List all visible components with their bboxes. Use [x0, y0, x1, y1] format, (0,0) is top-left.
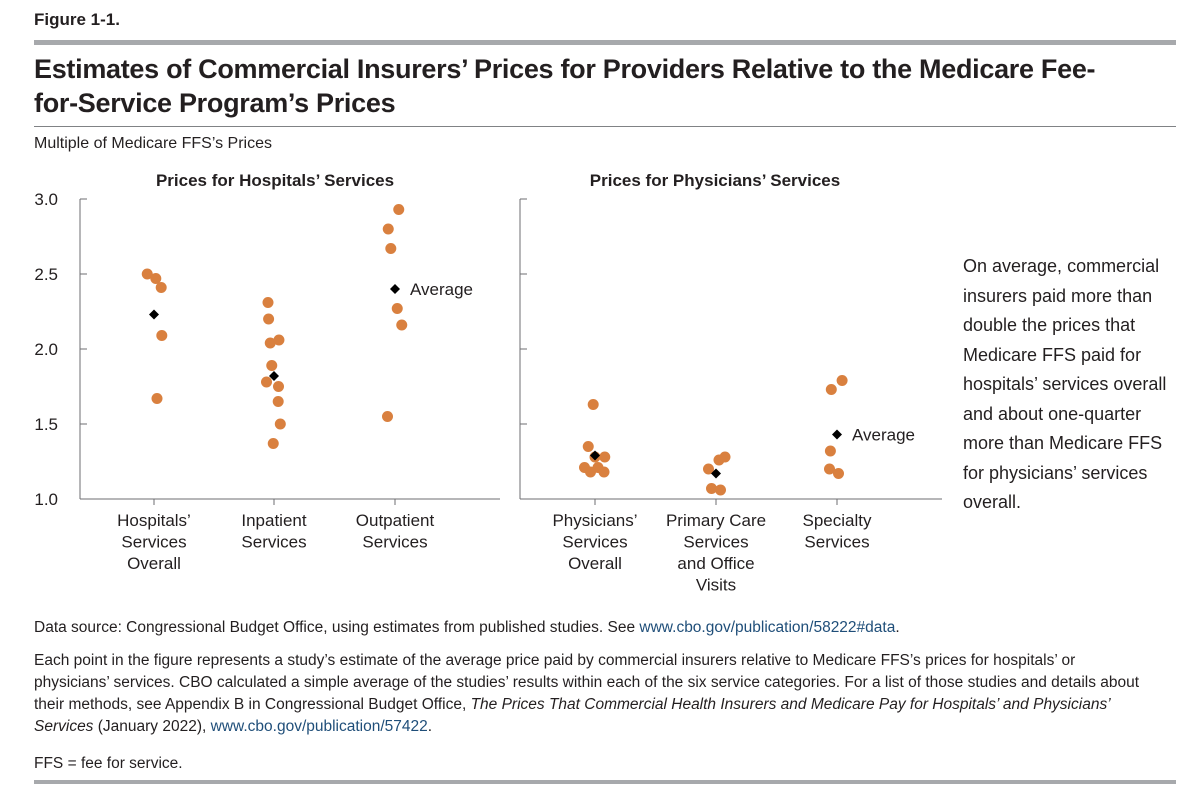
study-point	[273, 334, 285, 346]
study-point	[267, 438, 279, 449]
x-tick-label: Services	[804, 533, 869, 552]
study-point	[273, 381, 284, 392]
study-point	[703, 463, 714, 475]
study-point	[263, 313, 275, 325]
study-point	[706, 483, 717, 494]
data-source-suffix: .	[895, 619, 900, 636]
method-note-link[interactable]: www.cbo.gov/publication/57422	[210, 718, 428, 735]
average-marker	[590, 450, 600, 461]
method-note-report-title: The Prices That Commercial Health Insure…	[34, 696, 1110, 735]
study-point	[156, 330, 168, 341]
study-point	[382, 411, 393, 422]
study-point	[587, 399, 599, 410]
study-point	[833, 468, 844, 479]
study-point	[266, 360, 278, 371]
x-tick-label: Overall	[568, 554, 622, 573]
x-tick-label: Visits	[696, 576, 736, 595]
average-label: Average	[410, 280, 473, 299]
study-point	[719, 451, 731, 463]
study-point	[385, 243, 397, 254]
x-tick-label: Services	[241, 533, 306, 552]
bottom-rule	[34, 780, 1176, 784]
average-label: Average	[852, 426, 915, 445]
x-tick-label: Inpatient	[241, 511, 306, 530]
chart-canvas: 1.0 1.5 2.0 2.5 3.0 Prices for Hospitals’ Ser…	[34, 171, 942, 595]
study-point	[396, 319, 408, 331]
x-tick-label: Overall	[127, 554, 181, 573]
average-marker	[149, 309, 159, 320]
x-tick-label: Outpatient	[356, 511, 435, 530]
y-axis-label: Multiple of Medicare FFS’s Prices	[34, 135, 272, 152]
study-point	[585, 466, 596, 478]
data-source-note: Data source: Congressional Budget Office…	[34, 617, 1154, 639]
top-rule	[34, 40, 1176, 45]
x-tick-label: Services	[562, 533, 627, 552]
x-tick-label: Primary Care	[666, 511, 766, 530]
study-point	[274, 418, 286, 430]
average-marker	[269, 371, 279, 381]
study-point	[824, 463, 835, 475]
study-point	[155, 282, 167, 293]
ffs-definition: FFS = fee for service.	[34, 755, 183, 772]
study-point	[824, 445, 836, 457]
method-note-text-1: Each point in the figure represents a st…	[34, 652, 1140, 713]
y-tick-label: 1.5	[34, 415, 58, 434]
x-tick-label: Services	[683, 533, 748, 552]
title-rule	[34, 126, 1176, 127]
x-tick-label: Physicians’	[552, 511, 637, 530]
panel-title: Prices for Hospitals’ Services	[156, 171, 394, 190]
y-tick-label: 2.0	[34, 340, 58, 359]
average-marker	[711, 468, 721, 479]
x-tick-label: and Office	[677, 554, 754, 573]
study-point	[141, 268, 153, 280]
study-point	[150, 273, 162, 284]
x-tick-label: Services	[362, 533, 427, 552]
study-point	[264, 337, 276, 349]
chart-title: Estimates of Commercial Insurers’ Prices…	[34, 54, 1096, 118]
study-point	[261, 376, 272, 388]
method-note-text-3: .	[427, 718, 433, 735]
average-marker	[832, 429, 842, 440]
study-point	[715, 484, 726, 496]
average-marker	[390, 284, 400, 294]
data-source-text: Data source: Congressional Budget Office…	[34, 619, 640, 636]
study-point	[393, 204, 405, 215]
data-source-link[interactable]: www.cbo.gov/publication/58222#data	[639, 619, 896, 636]
y-tick-label: 1.0	[34, 490, 58, 509]
study-point	[582, 441, 594, 452]
chart-annotation: On average, commercial insurers paid mor…	[963, 256, 1167, 512]
study-point	[391, 303, 403, 314]
x-tick-label: Services	[121, 533, 186, 552]
study-point	[151, 393, 163, 404]
y-tick-label: 3.0	[34, 190, 58, 209]
study-point	[836, 375, 848, 386]
study-point	[382, 223, 394, 235]
figure-label: Figure 1-1.	[34, 10, 120, 29]
x-tick-label: Specialty	[803, 511, 872, 530]
study-point	[825, 384, 837, 395]
study-point	[272, 396, 284, 407]
study-point	[599, 451, 611, 463]
panel-title: Prices for Physicians’ Services	[590, 171, 840, 190]
y-tick-label: 2.5	[34, 265, 58, 284]
study-point	[262, 297, 274, 308]
x-tick-label: Hospitals’	[117, 511, 191, 530]
method-note-text-2: (January 2022),	[93, 718, 211, 735]
method-note: Each point in the figure represents a st…	[34, 650, 1154, 738]
study-point	[598, 466, 610, 478]
